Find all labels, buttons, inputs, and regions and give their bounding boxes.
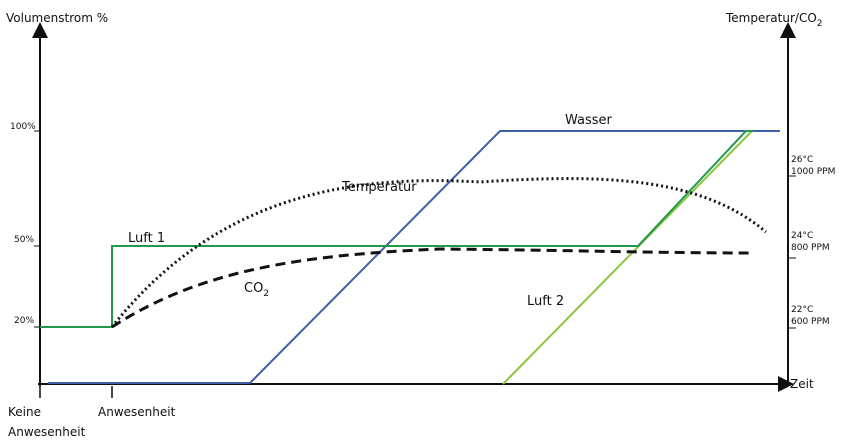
x-axis-title: Zeit: [790, 377, 814, 391]
x-marker-label-keine: Keine: [8, 405, 41, 419]
x-marker-label-anwesenheit: Anwesenheit: [98, 405, 176, 419]
right-tick-temp-22: 22°C: [791, 305, 813, 315]
left-tick-label-50: 50%: [14, 235, 34, 245]
left-tick-label-20: 20%: [14, 316, 34, 326]
co2-curve: [111, 247, 753, 329]
x-marker-label-anwesenheit-2: Anwesenheit: [8, 425, 86, 439]
right-tick-temp-24: 24°C: [791, 231, 813, 241]
temperatur-curve: [110, 177, 767, 328]
right-tick-ppm-800: 800 PPM: [791, 243, 830, 253]
wasser-label: Wasser: [565, 113, 613, 128]
left-axis-title: Volumenstrom %: [6, 11, 108, 25]
luft2-label: Luft 2: [527, 294, 564, 309]
temperatur-label: Temperatur: [341, 180, 417, 195]
right-tick-ppm-600: 600 PPM: [791, 317, 830, 327]
right-tick-ppm-1000: 1000 PPM: [791, 167, 835, 177]
right-tick-temp-26: 26°C: [791, 155, 813, 165]
left-tick-label-100: 100%: [10, 122, 36, 132]
right-axis-title: Temperatur/CO2: [725, 11, 823, 29]
luft1-curve: [40, 130, 754, 328]
luft2-curve: [502, 130, 753, 385]
wasser-curve: [48, 130, 780, 384]
co2-label: CO2: [244, 281, 269, 299]
luft1-label: Luft 1: [128, 231, 165, 246]
